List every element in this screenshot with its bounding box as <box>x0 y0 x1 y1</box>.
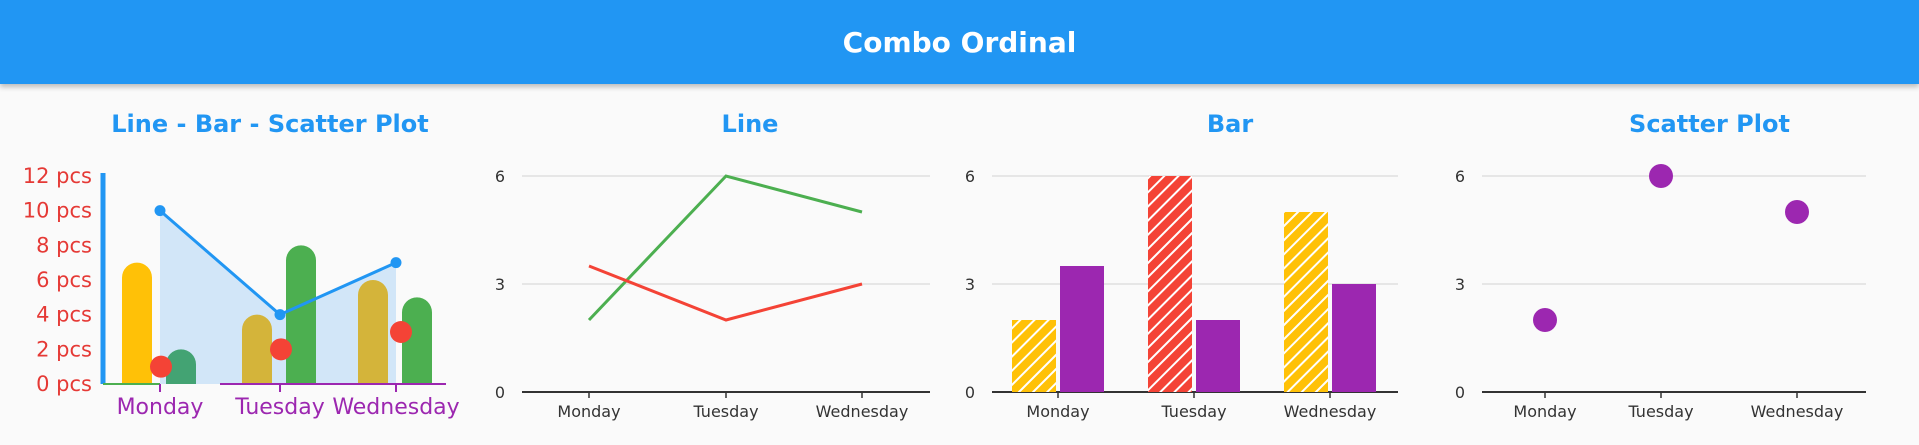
combo-chart-title: Line - Bar - Scatter Plot <box>111 110 429 138</box>
y-tick-label: 8 pcs <box>36 233 92 257</box>
x-tick-label-monday: Monday <box>1513 402 1576 421</box>
y-tick-label: 6 <box>1455 167 1465 186</box>
bar-wednesday-0 <box>1284 212 1328 392</box>
bar-monday-0 <box>122 262 152 384</box>
y-tick-label: 3 <box>495 275 505 294</box>
x-tick-label-tuesday: Tuesday <box>1627 402 1693 421</box>
line-point-wednesday <box>390 257 402 269</box>
bar-wednesday-1 <box>1332 284 1376 392</box>
line-chart: 0 3 6 Monday Tuesday Wednesday <box>495 167 930 421</box>
y-tick-label: 0 <box>965 383 975 402</box>
y-tick-label: 6 pcs <box>36 268 92 292</box>
x-tick-label-wednesday: Wednesday <box>332 395 459 420</box>
scatter-point-tuesday <box>270 338 292 361</box>
scatter-point-monday <box>150 355 172 378</box>
combo-chart: 0 pcs 2 pcs 4 pcs 6 pcs 8 pcs 10 pcs 12 pcs Mon… <box>23 164 460 420</box>
x-tick-label-monday: Monday <box>117 395 204 420</box>
y-tick-label: 0 <box>495 383 505 402</box>
y-tick-label: 12 pcs <box>23 164 92 188</box>
y-tick-label: 3 <box>1455 275 1465 294</box>
y-tick-label: 2 pcs <box>36 337 92 361</box>
scatter-point-wednesday <box>1785 200 1809 224</box>
scatter-chart: 0 3 6 Monday Tuesday Wednesday <box>1455 164 1866 421</box>
x-tick-label-monday: Monday <box>1026 402 1089 421</box>
bar-chart-panel: Bar 0 3 6 Monday Tuesday Wednesday <box>960 96 1440 445</box>
line-chart-panel: Line 0 3 6 Monday Tuesday Wednesday <box>480 96 960 445</box>
x-tick-label-tuesday: Tuesday <box>234 395 325 420</box>
bar-monday-0 <box>1012 320 1056 392</box>
bar-chart: 0 3 6 Monday Tuesday Wednesday <box>965 167 1398 421</box>
line-point-tuesday <box>274 309 286 321</box>
line-series-1 <box>588 264 863 322</box>
bar-wednesday-1 <box>402 297 432 384</box>
x-tick-label-wednesday: Wednesday <box>1284 402 1377 421</box>
scatter-point-wednesday <box>390 321 412 343</box>
line-point-monday <box>154 205 166 217</box>
x-tick-label-wednesday: Wednesday <box>816 402 909 421</box>
y-tick-label: 6 <box>965 167 975 186</box>
bar-tuesday-1 <box>286 245 316 384</box>
bar-wednesday-0 <box>358 280 388 384</box>
scatter-point-monday <box>1533 308 1557 332</box>
bar-monday-1 <box>1060 266 1104 392</box>
x-tick-label-tuesday: Tuesday <box>1160 402 1226 421</box>
app-title: Combo Ordinal <box>842 25 1077 59</box>
y-tick-label: 6 <box>495 167 505 186</box>
bar-chart-title: Bar <box>1206 110 1254 138</box>
y-tick-label: 4 pcs <box>36 303 92 327</box>
bar-monday-1 <box>166 349 196 384</box>
combo-chart-panel: Line - Bar - Scatter Plot 0 pcs 2 pcs 4 pc… <box>0 96 480 445</box>
x-tick-label-wednesday: Wednesday <box>1751 402 1844 421</box>
bar-tuesday-1 <box>1196 320 1240 392</box>
x-tick-label-tuesday: Tuesday <box>692 402 758 421</box>
y-tick-label: 3 <box>965 275 975 294</box>
scatter-chart-title: Scatter Plot <box>1629 110 1790 138</box>
y-tick-label: 0 pcs <box>36 372 92 396</box>
line-series-0 <box>587 174 863 322</box>
bar-tuesday-0 <box>242 314 272 384</box>
scatter-point-tuesday <box>1649 164 1673 188</box>
line-chart-title: Line <box>721 110 779 138</box>
line-area-fill <box>160 210 396 384</box>
app-bar: Combo Ordinal <box>0 0 1919 84</box>
scatter-chart-panel: Scatter Plot 0 3 6 Monday Tuesday Wednesday <box>1440 96 1919 445</box>
y-tick-label: 0 <box>1455 383 1465 402</box>
bar-tuesday-0 <box>1148 176 1192 392</box>
y-tick-label: 10 pcs <box>23 199 92 223</box>
x-tick-label-monday: Monday <box>557 402 620 421</box>
